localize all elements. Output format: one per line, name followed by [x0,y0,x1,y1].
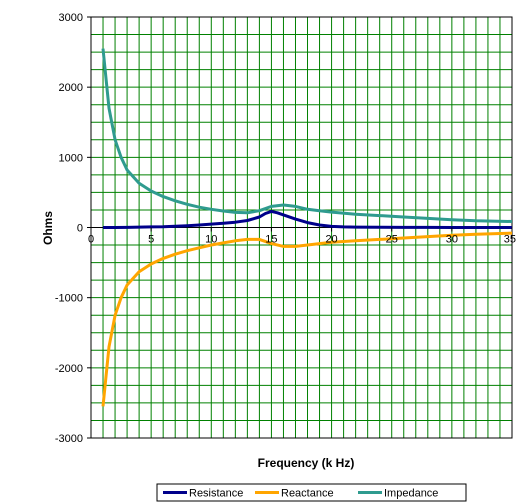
y-axis-label: Ohms [41,211,55,245]
x-tick-label: 30 [446,234,458,246]
x-tick-label: 5 [148,234,154,246]
legend-item-reactance: Reactance [255,488,334,500]
x-axis-label: Frequency (k Hz) [258,456,355,470]
series-lines [101,48,513,407]
legend: Resistance Reactance Impedance [156,483,467,502]
series-line-reactance [101,231,513,407]
series-line-impedance [101,48,513,223]
legend-label-reactance: Reactance [281,488,334,500]
y-tick-label: -3000 [55,433,83,445]
x-tick-label: 15 [265,234,277,246]
y-tick-label: 2000 [59,82,83,94]
legend-label-resistance: Resistance [189,488,243,500]
axis-ticks [87,16,513,439]
x-tick-label: 0 [88,234,94,246]
y-tick-label: 3000 [59,12,83,24]
y-tick-label: -1000 [55,293,83,305]
y-tick-label: 1000 [59,152,83,164]
legend-item-impedance: Impedance [358,488,438,500]
legend-item-resistance: Resistance [163,488,243,500]
tick-labels: -3000 -2000 -1000 0 1000 2000 3000 0 5 10 15 20 25 30… [55,12,516,445]
series-line-resistance [103,209,512,229]
x-tick-label: 20 [325,234,337,246]
legend-label-impedance: Impedance [384,488,438,500]
x-tick-label: 35 [504,234,516,246]
legend-box [156,483,467,502]
y-tick-label: -2000 [55,363,83,375]
y-tick-label: 0 [77,223,83,235]
x-tick-label: 25 [386,234,398,246]
x-tick-label: 10 [205,234,217,246]
